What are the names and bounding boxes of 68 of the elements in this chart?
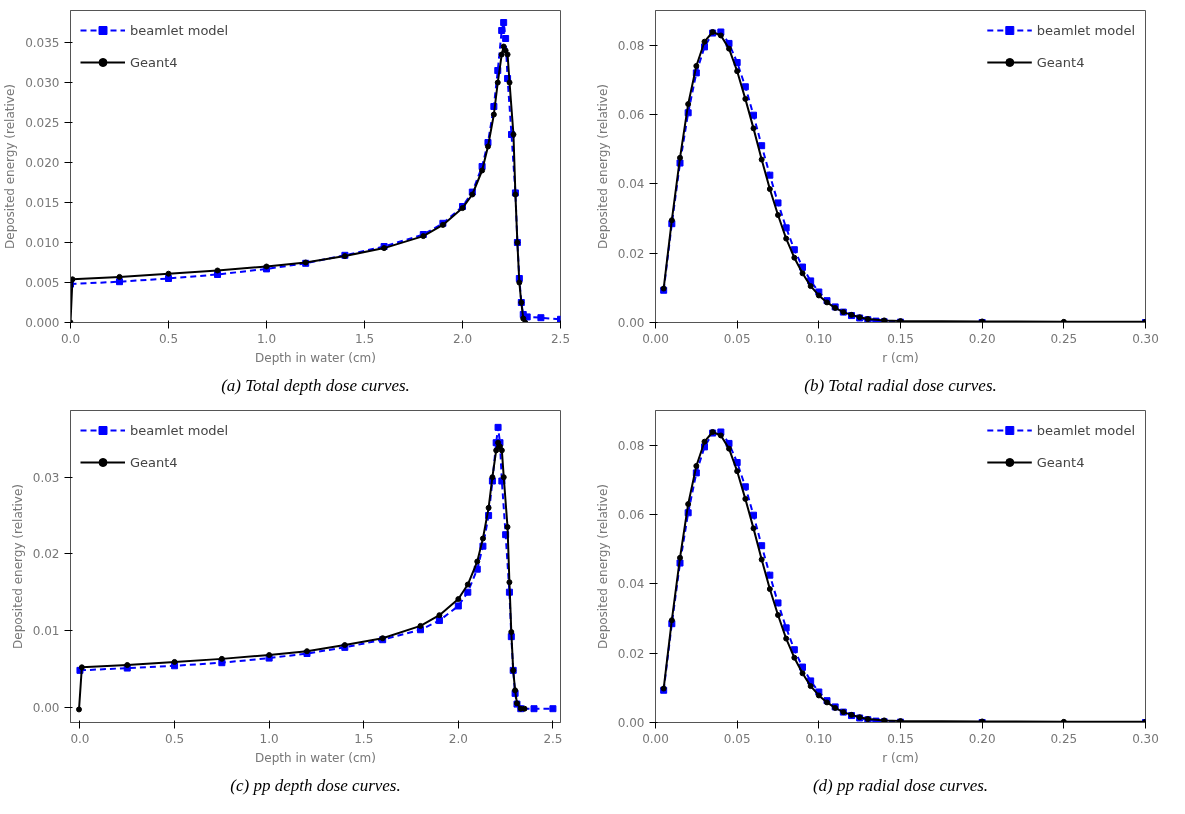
legend-label: Geant4	[1036, 54, 1085, 70]
y-tick-label: 0.02	[32, 547, 60, 562]
y-tick-label: 0.06	[617, 108, 645, 122]
x-tick-label: 0.05	[723, 731, 751, 746]
y-tick-label: 0.04	[617, 177, 645, 192]
legend-label: beamlet model	[1036, 22, 1135, 38]
x-tick-label: 0.30	[1132, 331, 1159, 346]
x-axis-title: r (cm)	[882, 750, 919, 765]
y-tick-label: 0.035	[25, 36, 60, 50]
x-tick-label: 2.5	[543, 731, 563, 746]
x-axis-title: Depth in water (cm)	[255, 750, 376, 765]
x-tick-label: 0.20	[968, 331, 996, 346]
x-tick-label: 0.15	[887, 731, 914, 746]
text: (a) Total depth dose curves.	[221, 375, 410, 395]
y-axis-title: Deposited energy (relative)	[10, 484, 25, 649]
x-tick-label: 0.15	[887, 331, 914, 346]
x-tick-label: 0.00	[642, 331, 669, 346]
legend-label: beamlet model	[1036, 422, 1135, 438]
y-tick-label: 0.08	[617, 38, 645, 53]
x-axis-title: Depth in water (cm)	[255, 350, 376, 365]
text: (c) pp depth dose curves.	[230, 775, 401, 795]
y-tick-label: 0.015	[25, 196, 60, 210]
y-tick-label: 0.02	[617, 246, 645, 261]
x-tick-label: 2.0	[448, 731, 468, 746]
text: (d) pp radial dose curves.	[812, 775, 989, 795]
y-axis-title: Deposited energy (relative)	[595, 84, 610, 249]
y-tick-label: 0.020	[25, 156, 60, 170]
y-tick-label: 0.005	[25, 276, 60, 290]
y-tick-label: 0.000	[25, 316, 60, 330]
legend-label: Geant4	[130, 54, 178, 70]
y-tick-label: 0.01	[32, 624, 60, 639]
x-tick-label: 0.25	[1050, 731, 1078, 746]
x-tick-label: 0.20	[968, 731, 996, 746]
x-tick-label: 0.05	[723, 331, 751, 346]
y-tick-label: 0.08	[617, 438, 645, 453]
y-tick-label: 0.04	[617, 577, 645, 592]
y-tick-label: 0.03	[32, 470, 60, 485]
y-tick-label: 0.00	[617, 716, 645, 730]
y-tick-label: 0.030	[25, 76, 60, 90]
legend-label: Geant4	[130, 454, 178, 470]
x-tick-label: 0.00	[642, 731, 669, 746]
x-tick-label: 0.30	[1132, 731, 1159, 746]
y-tick-label: 0.00	[617, 316, 645, 330]
x-axis-title: r (cm)	[882, 350, 919, 365]
text: (b) Total radial dose curves.	[804, 375, 997, 395]
legend-label: beamlet model	[130, 422, 229, 438]
x-tick-label: 0.10	[805, 331, 833, 346]
x-tick-label: 1.0	[256, 331, 277, 346]
x-tick-label: 2.0	[452, 331, 473, 346]
legend-label: beamlet model	[130, 22, 229, 38]
x-tick-label: 0.10	[805, 731, 833, 746]
y-tick-label: 0.00	[32, 700, 60, 715]
x-tick-label: 0.5	[165, 731, 185, 746]
y-tick-label: 0.010	[25, 236, 60, 250]
x-tick-label: 0.0	[70, 731, 90, 746]
y-axis-title: Deposited energy (relative)	[595, 484, 610, 649]
y-tick-label: 0.025	[25, 116, 60, 130]
x-tick-label: 1.5	[354, 331, 375, 346]
y-tick-label: 0.02	[617, 646, 645, 661]
y-axis-title: Deposited energy (relative)	[3, 84, 18, 249]
y-tick-label: 0.06	[617, 508, 645, 522]
legend-label: Geant4	[1036, 454, 1085, 470]
x-tick-label: 1.5	[354, 731, 374, 746]
x-tick-label: 0.0	[60, 331, 81, 346]
x-tick-label: 1.0	[259, 731, 279, 746]
x-tick-label: 0.5	[158, 331, 179, 346]
x-tick-label: 0.25	[1050, 331, 1078, 346]
x-tick-label: 2.5	[550, 331, 571, 346]
